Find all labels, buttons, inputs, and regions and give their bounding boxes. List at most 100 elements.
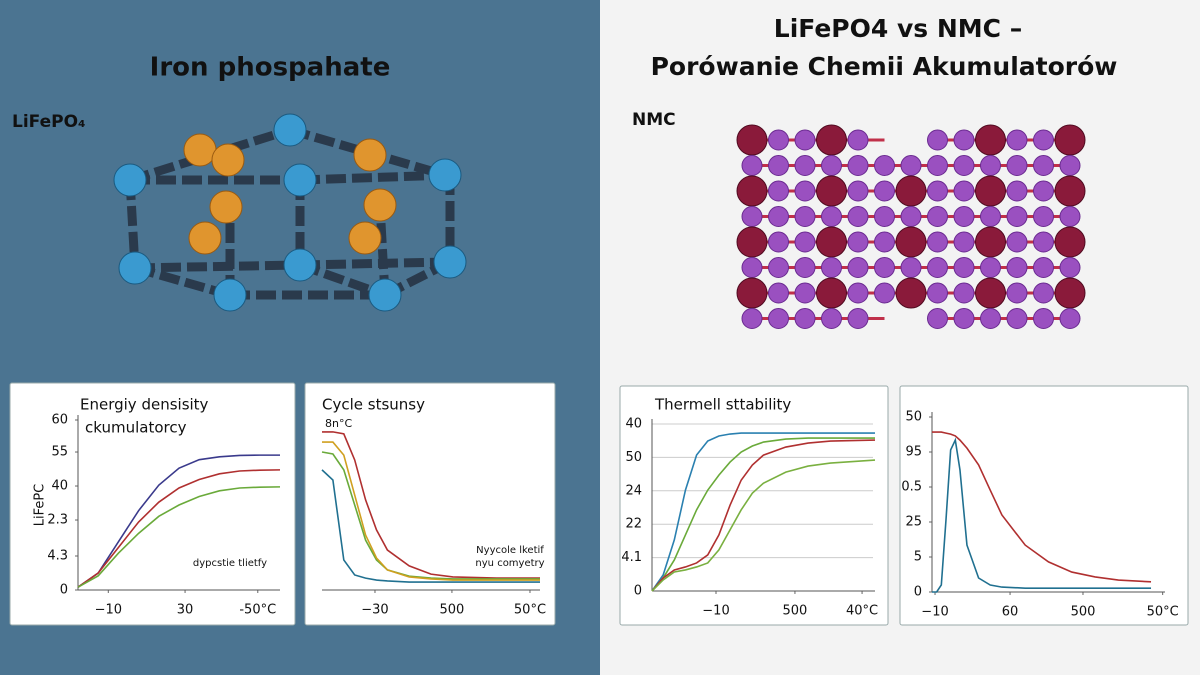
- atom: [741, 257, 763, 278]
- atom: [847, 231, 869, 253]
- annotation: dypcstie tlietfy: [193, 558, 267, 569]
- atom: [1033, 155, 1054, 176]
- atom: [927, 231, 948, 253]
- atom: [794, 282, 816, 304]
- atom: [821, 155, 842, 176]
- y-tick-label: 0: [634, 584, 642, 599]
- atom: [1059, 206, 1081, 227]
- atom: [847, 180, 869, 202]
- atom: [816, 175, 847, 207]
- atom: [1033, 206, 1054, 227]
- atom: [273, 113, 307, 147]
- chart-subtitle: ckumulatorcy: [85, 419, 187, 437]
- atom: [736, 226, 768, 258]
- series-line: [651, 459, 876, 592]
- atom: [900, 257, 922, 278]
- atom: [1033, 257, 1054, 278]
- atom: [980, 308, 1001, 329]
- series-line: [77, 469, 281, 588]
- right-title: LiFePO4 vs NMC –: [774, 14, 1022, 43]
- atom: [953, 206, 975, 227]
- atom: [895, 175, 927, 207]
- y-tick-label: 0: [914, 585, 922, 600]
- atom: [368, 278, 402, 312]
- atom: [900, 155, 922, 176]
- atom: [975, 226, 1006, 258]
- atom: [980, 257, 1001, 278]
- right-label: NMC: [632, 110, 676, 130]
- annotation: nyu comyetry: [475, 558, 544, 569]
- atom: [768, 206, 789, 227]
- atom: [953, 308, 975, 329]
- atom: [874, 282, 895, 304]
- atom: [895, 277, 927, 309]
- atom: [927, 180, 948, 202]
- y-tick-label: 55: [51, 445, 68, 460]
- atom: [1006, 155, 1028, 176]
- atom: [927, 129, 948, 151]
- atom: [1059, 308, 1081, 329]
- atom: [975, 277, 1006, 309]
- atom: [953, 282, 975, 304]
- y-tick-label: 22: [625, 517, 642, 532]
- bond: [134, 260, 301, 273]
- y-tick-label: 4.3: [47, 549, 68, 564]
- atom: [741, 155, 763, 176]
- atom: [794, 308, 816, 329]
- annotation: Nyycole lketif: [476, 545, 544, 556]
- y-axis-label: LiFePC: [33, 484, 48, 527]
- atom: [1006, 231, 1028, 253]
- atom: [736, 277, 768, 309]
- x-tick-label: 500: [1071, 605, 1096, 620]
- atom: [283, 163, 317, 197]
- y-tick-label: 60: [51, 413, 68, 428]
- atom: [428, 158, 462, 192]
- atom: [768, 180, 789, 202]
- atom: [953, 180, 975, 202]
- atom: [1054, 124, 1086, 156]
- y-tick-label: 40: [625, 417, 642, 432]
- y-tick-label: 40: [51, 479, 68, 494]
- atom: [794, 206, 816, 227]
- series-line: [322, 441, 540, 581]
- atom: [1059, 155, 1081, 176]
- atom: [736, 175, 768, 207]
- atom: [821, 257, 842, 278]
- atom: [209, 190, 243, 224]
- y-tick-label: 0.5: [901, 480, 922, 495]
- x-tick-label: 500: [783, 604, 808, 619]
- atom: [1054, 277, 1086, 309]
- atom: [433, 245, 467, 279]
- y-tick-label: 5: [914, 550, 922, 565]
- atom: [847, 308, 869, 329]
- atom: [980, 206, 1001, 227]
- atom: [816, 124, 847, 156]
- series-line: [322, 431, 540, 579]
- atom: [1006, 129, 1028, 151]
- atom: [768, 282, 789, 304]
- atom: [1006, 257, 1028, 278]
- chart-title: Cycle stsunsy: [322, 396, 425, 414]
- atom: [953, 257, 975, 278]
- x-tick-label: 50°C: [1147, 605, 1179, 620]
- atom: [847, 129, 869, 151]
- atom: [794, 129, 816, 151]
- chart-panel: [304, 382, 556, 626]
- y-tick-label: 2.3: [47, 513, 68, 528]
- atom: [188, 221, 222, 255]
- atom: [363, 188, 397, 222]
- atom: [794, 257, 816, 278]
- atom: [1033, 282, 1054, 304]
- x-tick-label: −10: [921, 605, 948, 620]
- y-tick-label: 50: [625, 450, 642, 465]
- x-tick-label: 40°C: [846, 604, 878, 619]
- atom: [1006, 282, 1028, 304]
- atom: [975, 124, 1006, 156]
- atom: [927, 308, 948, 329]
- atom: [847, 257, 869, 278]
- series-line: [932, 437, 1152, 593]
- x-tick-label: 500: [440, 603, 465, 618]
- x-tick-label: 60: [1002, 605, 1019, 620]
